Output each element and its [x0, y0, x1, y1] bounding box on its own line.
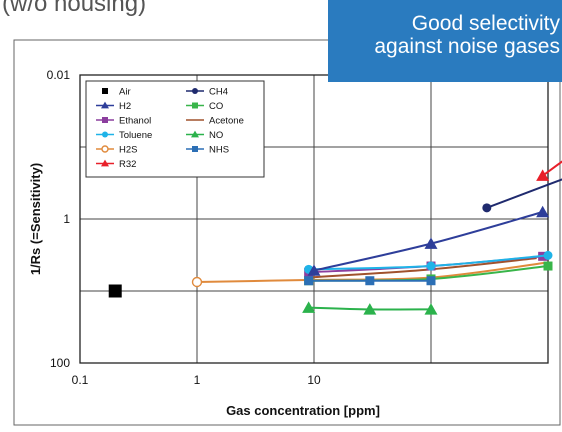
legend-item-acetone: Acetone	[186, 116, 244, 127]
legend-label-acetone: Acetone	[209, 116, 244, 127]
point-nhs	[426, 276, 436, 286]
point-h2s	[191, 276, 203, 288]
point-h2	[536, 205, 550, 218]
legend-marker-ch4	[192, 88, 198, 94]
series-h2	[307, 205, 550, 276]
legend-label-co: CO	[209, 101, 223, 112]
legend-label-toluene: Toluene	[119, 130, 152, 141]
point-no	[302, 301, 316, 313]
legend-label-ch4: CH4	[209, 87, 228, 98]
point-nhs	[304, 276, 314, 286]
legend-label-r32: R32	[119, 159, 136, 170]
series-no	[302, 301, 438, 315]
series-ch4	[482, 178, 562, 213]
legend-marker-co	[192, 102, 198, 109]
point-no	[424, 303, 438, 315]
legend-marker-h2s	[101, 145, 109, 153]
legend-item-r32: R32	[96, 159, 136, 170]
y-tick-label: 100	[50, 356, 70, 370]
legend-marker-r32	[101, 159, 109, 167]
point-no	[363, 303, 377, 315]
point-nhs	[365, 276, 375, 286]
x-axis-label: Gas concentration [ppm]	[226, 403, 380, 418]
legend-item-air: Air	[102, 87, 131, 98]
legend-item-h2: H2	[96, 101, 131, 112]
legend-marker-air	[102, 88, 108, 94]
point-toluene	[426, 261, 436, 271]
header-text: (w/o housing)	[2, 0, 147, 17]
y-tick-label: 1	[63, 212, 70, 226]
y-axis-label: 1/Rs (=Sensitivity)	[28, 163, 43, 275]
legend-label-no: NO	[209, 130, 223, 141]
series-line-ch4	[486, 178, 562, 209]
series-air	[108, 284, 122, 298]
series-nhs	[304, 276, 436, 286]
selectivity-callout: Good selectivity against noise gases	[328, 0, 562, 82]
legend-label-air: Air	[119, 87, 131, 98]
legend-label-nhs: NHS	[209, 145, 229, 156]
point-air	[108, 284, 122, 298]
tick-labels: 0.1 1 10 0.01 1 100	[47, 68, 321, 387]
point-h2	[307, 264, 321, 276]
legend: Air H2 Ethanol Toluene H2S R32 CH4 CO Acetone NO N…	[85, 80, 265, 178]
plot-area-border	[79, 74, 549, 364]
legend-label-h2s: H2S	[119, 145, 137, 156]
point-r32	[536, 169, 550, 181]
legend-marker-no	[191, 130, 199, 138]
point-h2	[424, 237, 438, 249]
legend-item-toluene: Toluene	[96, 130, 152, 141]
legend-item-h2s: H2S	[96, 145, 137, 156]
legend-box	[85, 80, 265, 178]
legend-marker-nhs	[192, 146, 198, 152]
x-tick-label: 10	[307, 373, 321, 387]
point-ch4	[482, 203, 492, 213]
legend-marker-h2	[101, 101, 109, 109]
legend-item-ch4: CH4	[186, 87, 228, 98]
legend-marker-ethanol	[102, 117, 108, 123]
legend-label-ethanol: Ethanol	[119, 116, 151, 127]
callout-line-2: against noise gases	[374, 35, 560, 58]
series-layer	[108, 160, 562, 315]
legend-marker-toluene	[102, 131, 108, 138]
legend-item-co: CO	[186, 101, 223, 112]
x-tick-label: 0.1	[72, 373, 89, 387]
legend-item-no: NO	[186, 130, 223, 141]
legend-label-h2: H2	[119, 101, 131, 112]
legend-item-ethanol: Ethanol	[96, 116, 151, 127]
callout-line-1: Good selectivity	[411, 12, 560, 35]
point-co	[543, 261, 553, 271]
point-toluene	[543, 250, 553, 260]
y-tick-label: 0.01	[47, 68, 71, 82]
x-tick-label: 1	[194, 373, 201, 387]
series-r32	[536, 160, 562, 181]
legend-item-nhs: NHS	[186, 145, 229, 156]
